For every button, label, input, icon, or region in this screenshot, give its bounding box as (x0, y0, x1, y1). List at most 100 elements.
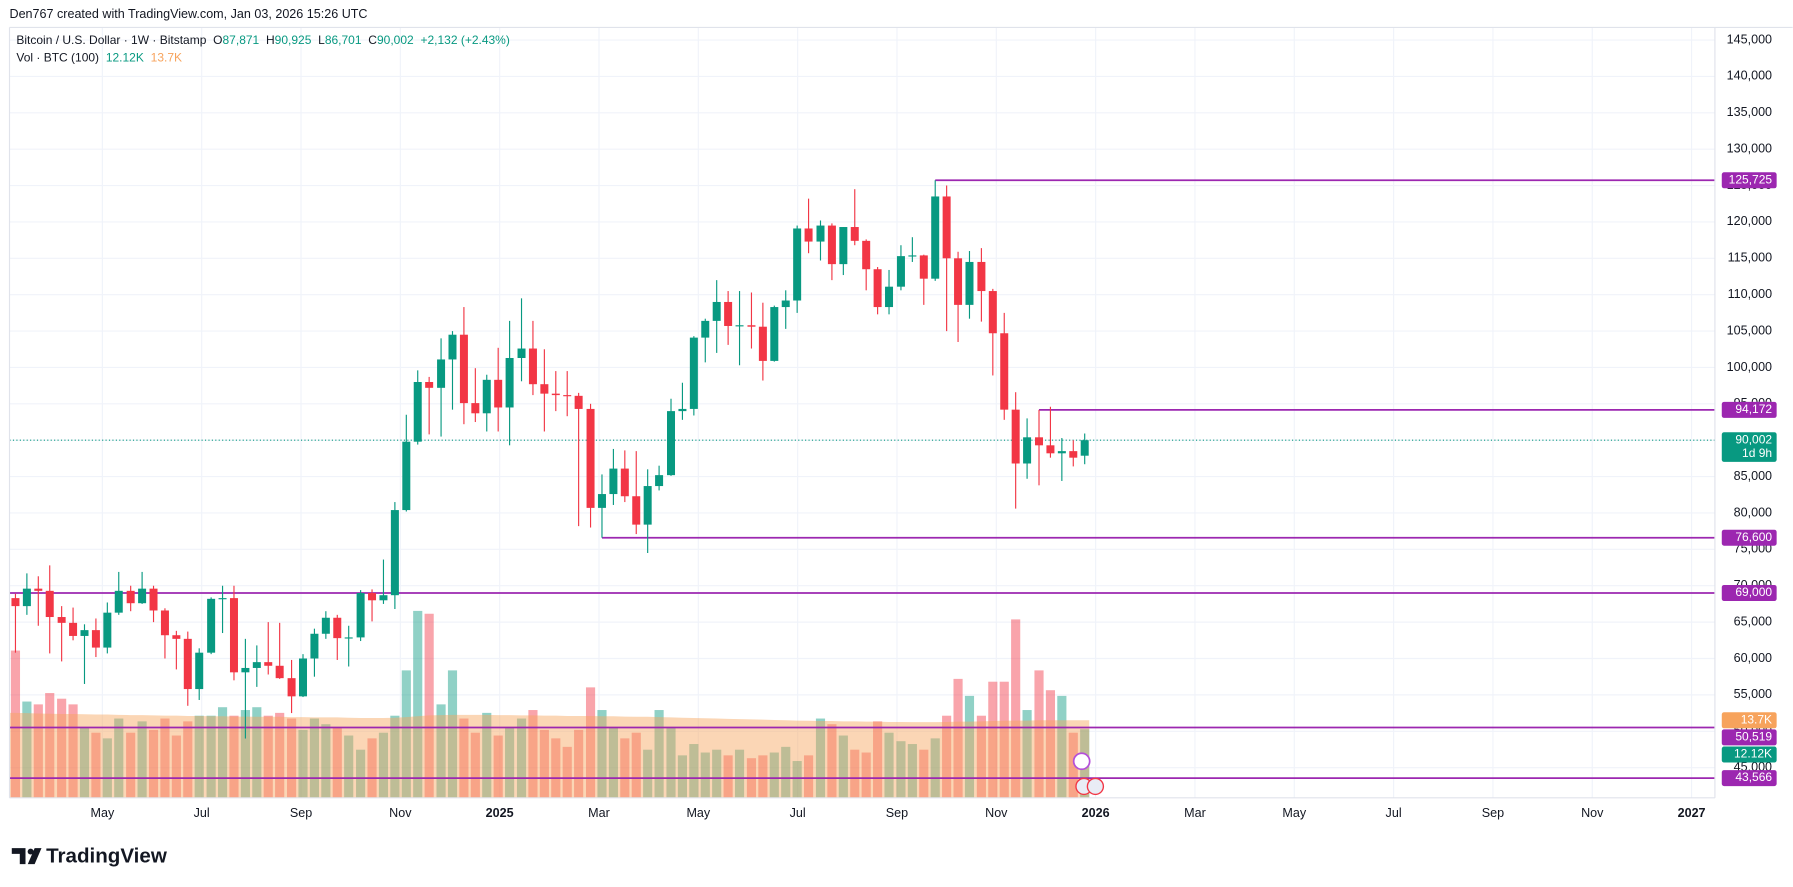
volume-label-box (1721, 746, 1777, 763)
candle-body (218, 598, 227, 600)
volume-bar (930, 738, 940, 798)
volume-bar (332, 727, 342, 798)
candle-body (896, 256, 905, 287)
candle-body (954, 258, 963, 305)
volume-bar (988, 681, 998, 798)
volume-bar (459, 718, 469, 798)
candle-body (425, 382, 434, 388)
x-tick-label: Sep (290, 806, 312, 820)
level-label: 125,725 (1729, 172, 1773, 186)
volume-bar (10, 650, 21, 798)
candle-body (356, 593, 365, 638)
level-label: 43,566 (1735, 770, 1772, 784)
candle-body (1057, 451, 1066, 454)
last-price-label: 1d 9h (1742, 446, 1772, 460)
credit: Den767 created with TradingView.com, Jan… (9, 7, 367, 21)
candle-body (126, 590, 135, 604)
symbol-title: Bitcoin / U.S. Dollar · 1W · Bitstamp (16, 33, 206, 47)
candle-body (183, 638, 192, 690)
y-tick-label: 140,000 (1727, 69, 1772, 83)
volume-bar (896, 741, 906, 798)
volume-bar (137, 721, 147, 798)
candle-body (965, 261, 974, 305)
candle-body (850, 227, 859, 241)
y-tick-label: 120,000 (1727, 214, 1772, 228)
volume-label: 12.12K (1734, 747, 1772, 761)
candle-body (91, 630, 100, 648)
volume-bar (171, 735, 181, 798)
candle-body (586, 408, 595, 508)
volume-bar (574, 729, 584, 798)
candle-body (114, 590, 123, 613)
candle-body (793, 228, 802, 301)
candle-body (781, 300, 790, 308)
ohlc-value: 86,701 (325, 33, 362, 47)
volume-bar (689, 744, 699, 798)
event-icon (1086, 777, 1105, 796)
ohlc-value: 90,925 (275, 33, 312, 47)
level-label-box (1721, 529, 1777, 546)
candle-body (287, 678, 296, 697)
volume-bar (367, 738, 377, 798)
level-label-box (1721, 729, 1777, 746)
volume-bar (976, 715, 986, 798)
volume-bar (401, 670, 411, 798)
x-tick-label: May (91, 806, 115, 820)
candle-body (80, 630, 89, 636)
volume-bar (516, 718, 527, 798)
volume-bar (493, 735, 503, 798)
volume-bar (781, 746, 791, 798)
volume-bar (999, 681, 1009, 798)
candle-body (448, 334, 457, 360)
candle-body (379, 595, 388, 601)
volume-bar (470, 732, 480, 798)
volume-bar (1034, 670, 1044, 798)
candle-body (149, 588, 158, 611)
level-label-box (1721, 172, 1777, 189)
x-tick-label: Jul (790, 806, 806, 820)
volume-bar (229, 715, 239, 798)
volume-bar (390, 715, 400, 798)
volume-bar (585, 687, 596, 798)
level-label: 94,172 (1735, 402, 1772, 416)
candle-body (138, 588, 147, 604)
candle-body (1046, 445, 1055, 454)
volume-bar (734, 749, 745, 798)
volume-bar (850, 749, 860, 798)
volume-bar (298, 729, 308, 798)
volume-bar (79, 727, 90, 798)
x-tick-label: Sep (886, 806, 908, 820)
brand: TradingView (46, 845, 168, 868)
volume-bar (148, 729, 159, 798)
candle-body (299, 658, 308, 697)
candle-body (482, 379, 491, 414)
volume-bar (712, 749, 722, 798)
candle-body (333, 617, 342, 639)
volume-bar (907, 744, 917, 798)
candle-body (402, 441, 411, 511)
legend-line: Bitcoin / U.S. Dollar · 1W · Bitstamp O8… (16, 33, 510, 47)
y-tick-label: 65,000 (1734, 614, 1772, 628)
volume-bar (539, 729, 549, 798)
candle-body (528, 348, 537, 385)
volume-bar (792, 761, 802, 798)
volume-bar (252, 707, 262, 798)
volume-bar (45, 693, 55, 798)
volume-bar (183, 721, 193, 798)
y-tick-label: 130,000 (1727, 141, 1772, 155)
candle-body (655, 475, 664, 487)
level-label-box (1721, 401, 1777, 418)
volume-bar (22, 701, 32, 798)
x-tick-label: May (1282, 806, 1306, 820)
volume-bar (102, 738, 112, 798)
volume-bar (815, 718, 826, 798)
candle-body (368, 593, 377, 601)
volume-bar (953, 678, 963, 798)
volume-bar (838, 735, 848, 798)
candle-body (620, 468, 629, 497)
volume-ma-value: 13.7K (151, 50, 182, 64)
x-tick-label: Sep (1482, 806, 1504, 820)
x-tick-label: May (686, 806, 710, 820)
y-tick-label: 60,000 (1734, 651, 1772, 665)
candle-body (643, 486, 652, 525)
